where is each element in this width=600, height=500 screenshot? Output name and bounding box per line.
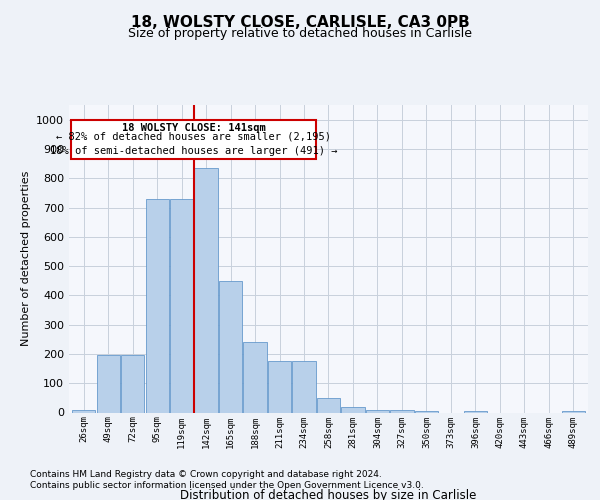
Y-axis label: Number of detached properties: Number of detached properties [20,171,31,346]
Bar [464,411,487,412]
Bar [268,361,291,412]
Text: ← 82% of detached houses are smaller (2,195): ← 82% of detached houses are smaller (2,… [56,132,331,141]
Bar [97,356,120,412]
Bar [391,410,413,412]
Text: Size of property relative to detached houses in Carlisle: Size of property relative to detached ho… [128,28,472,40]
Bar [415,411,438,412]
Text: Contains HM Land Registry data © Crown copyright and database right 2024.: Contains HM Land Registry data © Crown c… [30,470,382,479]
Bar [562,411,585,412]
Text: Contains public sector information licensed under the Open Government Licence v3: Contains public sector information licen… [30,481,424,490]
Bar [121,356,144,412]
X-axis label: Distribution of detached houses by size in Carlisle: Distribution of detached houses by size … [181,489,476,500]
Bar [146,198,169,412]
FancyBboxPatch shape [71,120,316,159]
Text: 18, WOLSTY CLOSE, CARLISLE, CA3 0PB: 18, WOLSTY CLOSE, CARLISLE, CA3 0PB [131,15,469,30]
Bar [72,410,95,412]
Bar [366,410,389,412]
Bar [341,406,365,412]
Text: 18% of semi-detached houses are larger (491) →: 18% of semi-detached houses are larger (… [50,146,338,156]
Text: 18 WOLSTY CLOSE: 141sqm: 18 WOLSTY CLOSE: 141sqm [122,122,266,132]
Bar [170,198,193,412]
Bar [292,361,316,412]
Bar [317,398,340,412]
Bar [219,280,242,412]
Bar [244,342,266,412]
Bar [194,168,218,412]
